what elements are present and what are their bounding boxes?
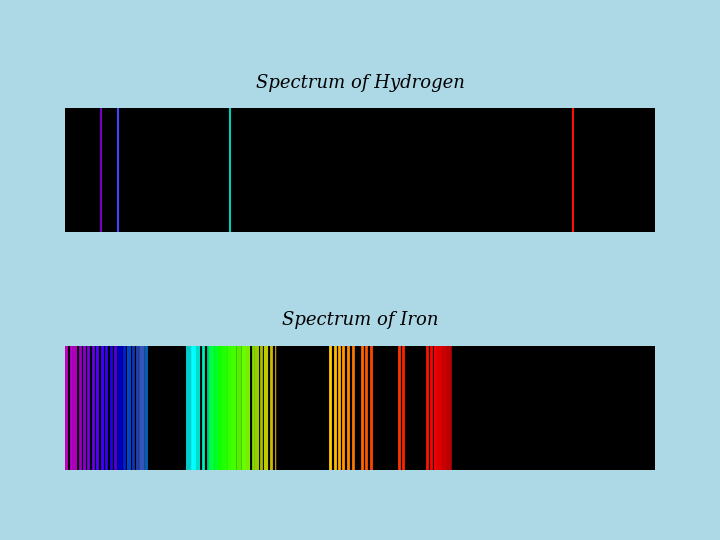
Text: Spectrum of Iron: Spectrum of Iron bbox=[282, 312, 438, 329]
Text: Spectrum of Hydrogen: Spectrum of Hydrogen bbox=[256, 74, 464, 92]
